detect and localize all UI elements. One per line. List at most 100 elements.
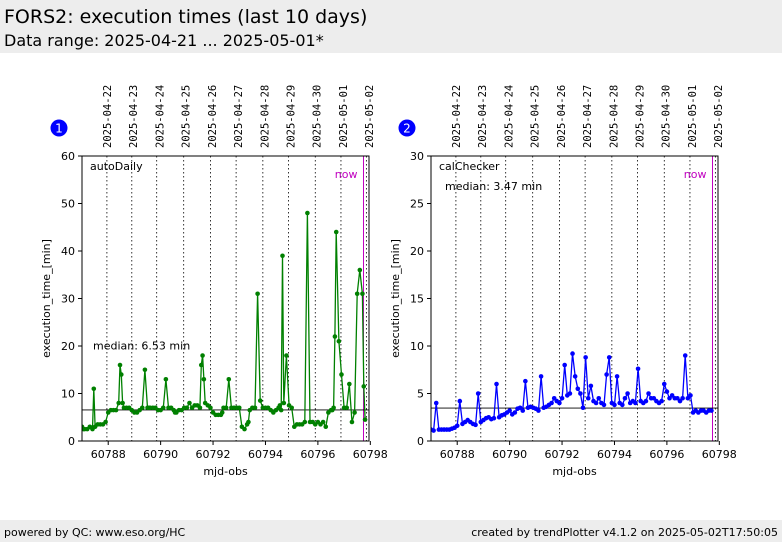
data-point xyxy=(184,405,190,411)
data-point xyxy=(323,424,329,430)
data-point xyxy=(91,386,97,392)
date-tick-label: 2025-04-26 xyxy=(207,85,219,148)
data-point xyxy=(622,395,628,401)
date-tick-label: 2025-04-23 xyxy=(128,85,140,148)
data-point xyxy=(336,338,342,344)
data-point xyxy=(252,405,258,411)
data-point xyxy=(242,426,247,432)
data-point xyxy=(494,381,499,387)
data-point xyxy=(187,400,192,406)
data-point xyxy=(646,391,651,396)
data-point xyxy=(562,362,567,368)
data-point xyxy=(643,398,649,404)
data-point xyxy=(661,381,667,387)
data-point xyxy=(347,381,352,387)
data-point xyxy=(160,405,166,411)
data-point xyxy=(491,415,497,421)
data-point xyxy=(200,353,205,358)
panel-label: calChecker xyxy=(439,160,500,173)
data-point xyxy=(362,417,368,422)
data-point xyxy=(354,291,360,297)
data-point xyxy=(257,398,263,403)
data-point xyxy=(352,410,357,415)
data-point xyxy=(633,400,638,406)
page-footer: powered by QC: www.eso.org/HC created by… xyxy=(0,520,782,542)
date-tick-label: 2025-04-22 xyxy=(451,85,463,148)
date-tick-label: 2025-04-28 xyxy=(259,85,271,148)
data-point xyxy=(305,210,310,216)
data-point xyxy=(333,229,339,235)
y-tick-label: 10 xyxy=(410,340,424,353)
data-point xyxy=(197,405,203,411)
date-tick-label: 2025-04-26 xyxy=(556,85,568,148)
panel-badge xyxy=(398,119,416,137)
date-tick-label: 2025-04-24 xyxy=(503,85,515,148)
data-point xyxy=(575,386,581,392)
data-point xyxy=(512,410,518,415)
data-point xyxy=(572,374,578,379)
date-tick-label: 2025-05-01 xyxy=(338,85,350,148)
x-tick-label: 60796 xyxy=(300,448,335,461)
x-axis-label: mjd-obs xyxy=(552,465,597,478)
y-tick-label: 25 xyxy=(410,198,424,211)
data-point xyxy=(596,395,602,401)
date-tick-label: 2025-04-27 xyxy=(582,85,594,148)
data-point xyxy=(198,362,204,368)
data-point xyxy=(588,383,594,389)
median-label: median: 3.47 min xyxy=(445,180,542,193)
x-tick-label: 60798 xyxy=(702,448,737,461)
data-point xyxy=(614,374,620,379)
data-point xyxy=(339,372,344,377)
date-tick-label: 2025-04-25 xyxy=(181,85,193,148)
y-tick-label: 40 xyxy=(61,245,75,258)
y-tick-label: 15 xyxy=(410,293,424,306)
data-point xyxy=(142,367,148,373)
y-tick-label: 30 xyxy=(61,293,75,306)
data-point xyxy=(549,400,554,406)
data-point xyxy=(625,391,630,396)
date-tick-label: 2025-04-22 xyxy=(102,85,114,148)
data-point xyxy=(357,267,363,273)
page-subtitle: Data range: 2025-04-21 ... 2025-05-01* xyxy=(4,31,324,50)
x-tick-label: 60792 xyxy=(196,448,231,461)
data-point xyxy=(570,351,575,356)
data-point xyxy=(281,400,287,406)
x-tick-label: 60792 xyxy=(545,448,580,461)
data-point xyxy=(559,395,565,401)
date-tick-label: 2025-04-25 xyxy=(530,85,542,148)
x-tick-label: 60790 xyxy=(143,448,178,461)
y-axis-label: execution_time_[min] xyxy=(40,239,53,358)
data-point xyxy=(635,366,641,372)
data-point xyxy=(433,400,439,406)
panel-label: autoDaily xyxy=(90,160,143,173)
data-point xyxy=(664,389,670,394)
data-point xyxy=(536,408,541,413)
now-label: now xyxy=(684,168,707,181)
date-tick-label: 2025-04-30 xyxy=(661,85,673,148)
x-axis-label: mjd-obs xyxy=(203,465,248,478)
y-tick-label: 20 xyxy=(410,245,424,258)
median-label: median: 6.53 min xyxy=(93,339,190,352)
date-tick-label: 2025-04-29 xyxy=(634,85,646,148)
data-point xyxy=(280,253,285,259)
data-point xyxy=(709,408,714,413)
data-point xyxy=(360,291,365,297)
date-tick-label: 2025-04-24 xyxy=(154,85,166,148)
date-tick-label: 2025-04-28 xyxy=(608,85,620,148)
data-point xyxy=(507,408,512,413)
y-tick-label: 50 xyxy=(61,198,75,211)
data-point xyxy=(682,353,688,358)
plot-frame xyxy=(81,155,370,442)
data-point xyxy=(578,391,583,396)
data-point xyxy=(208,405,213,411)
y-axis-label: execution_time_[min] xyxy=(389,239,402,358)
footer-generator: created by trendPlotter v4.1.2 on 2025-0… xyxy=(471,526,778,539)
data-point xyxy=(612,402,617,408)
data-point xyxy=(201,376,207,382)
data-point xyxy=(601,402,607,408)
panel-autodaily: 1 now 0 10 20 30 40 50 60 60788 60790 60792 60794 607… xyxy=(40,85,388,478)
x-tick-label: 60788 xyxy=(91,448,126,461)
data-point xyxy=(119,372,124,377)
data-point xyxy=(620,402,625,408)
